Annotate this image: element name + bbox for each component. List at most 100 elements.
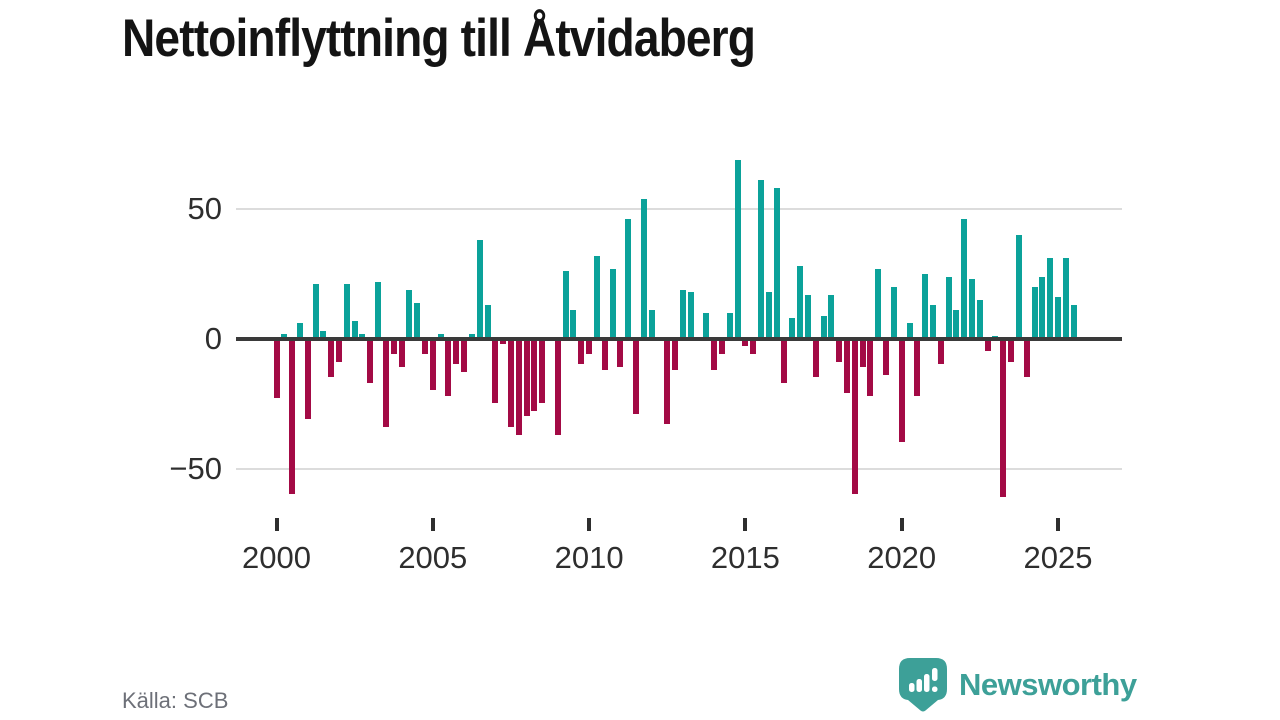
- bar-2008-q1: [523, 339, 530, 417]
- bar-2005-q3: [445, 339, 452, 396]
- bar-2012-q1: [648, 310, 655, 341]
- bar-2015-q4: [765, 292, 772, 341]
- bar-2017-q1: [804, 294, 811, 341]
- bar-2023-q3: [1008, 339, 1015, 362]
- bar-2005-q1: [429, 339, 436, 391]
- x-axis-label-2000: 2000: [242, 540, 311, 575]
- bar-2025-q1: [1055, 297, 1061, 341]
- bar-2002-q1: [336, 339, 343, 362]
- bar-2018-q2: [843, 339, 850, 393]
- newsworthy-brand: Newsworthy: [899, 658, 1137, 712]
- bar-2001-q2: [312, 284, 319, 341]
- bar-2018-q1: [836, 339, 843, 362]
- bar-2003-q4: [390, 339, 397, 354]
- bar-2011-q1: [617, 339, 624, 367]
- bar-2016-q1: [773, 188, 780, 341]
- bar-2000-q1: [273, 339, 280, 399]
- x-axis-tick-2015: [743, 518, 748, 531]
- newsworthy-logo-icon: [899, 658, 947, 712]
- bar-2013-q1: [679, 289, 686, 341]
- bar-2007-q2: [500, 339, 507, 344]
- bar-2011-q4: [640, 198, 647, 341]
- bar-2020-q3: [914, 339, 921, 396]
- bar-2003-q2: [375, 281, 382, 341]
- bar-2022-q3: [976, 300, 983, 341]
- x-axis-label-2005: 2005: [398, 540, 468, 575]
- bar-2012-q4: [672, 339, 679, 370]
- bar-2019-q2: [875, 268, 882, 341]
- bar-2013-q4: [703, 313, 710, 341]
- bar-2019-q4: [890, 287, 897, 341]
- bar-2015-q1: [742, 339, 749, 347]
- bar-2020-q1: [898, 339, 905, 443]
- x-axis-tick-2025: [1056, 518, 1060, 531]
- newsworthy-wordmark: Newsworthy: [959, 667, 1137, 702]
- bar-2018-q3: [851, 339, 858, 495]
- bar-2010-q4: [609, 268, 616, 341]
- bar-2009-q3: [570, 310, 577, 341]
- bar-2018-q4: [859, 339, 866, 367]
- bar-2023-q2: [1000, 339, 1007, 497]
- bar-2021-q3: [945, 276, 952, 341]
- bar-2011-q2: [625, 219, 632, 341]
- bar-2017-q4: [828, 294, 835, 341]
- bar-2022-q2: [969, 279, 976, 341]
- bar-2024-q4: [1047, 258, 1054, 341]
- bar-2011-q3: [632, 339, 639, 414]
- bar-2001-q1: [304, 339, 311, 419]
- bar-2008-q3: [539, 339, 546, 404]
- zero-axis-line: [236, 337, 1122, 341]
- y-axis-label--50: −50: [169, 451, 222, 486]
- gridline--50: [236, 468, 1122, 470]
- bar-2006-q1: [461, 339, 468, 373]
- x-axis-tick-2010: [587, 518, 592, 531]
- bar-2019-q1: [867, 339, 874, 396]
- bar-2022-q1: [961, 219, 968, 341]
- bar-2024-q3: [1039, 276, 1046, 341]
- gridline-50: [236, 208, 1122, 210]
- bar-2006-q4: [484, 305, 491, 341]
- bar-2004-q4: [421, 339, 428, 354]
- source-caption: Källa: SCB: [122, 688, 229, 713]
- bar-2019-q3: [883, 339, 890, 375]
- bar-2002-q3: [351, 320, 358, 341]
- bar-2008-q2: [531, 339, 538, 412]
- x-axis-tick-2020: [899, 518, 904, 531]
- bar-2000-q4: [296, 323, 303, 341]
- bar-2020-q4: [922, 274, 929, 341]
- bar-2001-q3: [320, 331, 327, 341]
- bar-2021-q2: [937, 339, 944, 365]
- bar-2023-q4: [1015, 235, 1022, 341]
- x-axis-tick-2000: [274, 518, 279, 531]
- bar-2016-q3: [789, 318, 796, 341]
- bar-2025-q3: [1070, 305, 1077, 341]
- bar-2004-q3: [414, 302, 421, 341]
- bar-2002-q2: [343, 284, 350, 341]
- bar-2009-q4: [578, 339, 585, 365]
- bar-2021-q4: [953, 310, 960, 341]
- bar-2007-q1: [492, 339, 499, 404]
- bar-2016-q2: [781, 339, 788, 383]
- bar-2025-q2: [1062, 258, 1069, 341]
- bar-2006-q3: [476, 240, 483, 341]
- bar-2020-q2: [906, 323, 913, 341]
- bar-2007-q3: [507, 339, 514, 427]
- bar-2012-q3: [664, 339, 671, 425]
- bar-2014-q2: [718, 339, 725, 354]
- x-axis-label-2020: 2020: [867, 540, 937, 575]
- bar-2001-q4: [328, 339, 335, 378]
- chart-title: Nettoinflyttning till Åtvidaberg: [122, 9, 756, 68]
- x-axis-label-2025: 2025: [1023, 540, 1093, 575]
- bar-2010-q3: [601, 339, 608, 370]
- bar-2007-q4: [515, 339, 522, 435]
- bar-2014-q3: [726, 313, 733, 341]
- bar-2024-q2: [1031, 287, 1038, 341]
- bar-2016-q4: [797, 266, 804, 341]
- bar-2014-q1: [711, 339, 718, 370]
- x-axis-label-2010: 2010: [554, 540, 624, 575]
- bar-2009-q1: [554, 339, 561, 435]
- bar-2005-q4: [453, 339, 460, 365]
- bar-2004-q1: [398, 339, 405, 367]
- bar-2015-q3: [758, 180, 765, 341]
